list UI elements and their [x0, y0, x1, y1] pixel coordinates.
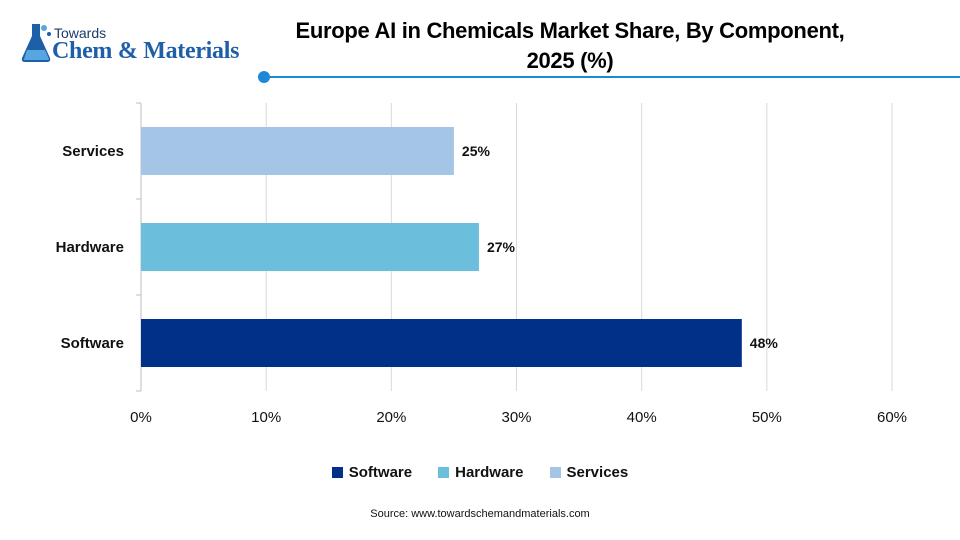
- legend-swatch: [549, 467, 561, 478]
- legend-item-services: Services: [549, 464, 629, 481]
- x-tick-label: 10%: [251, 409, 281, 426]
- flask-icon: [21, 24, 51, 62]
- title-underline-dot: [258, 71, 270, 83]
- legend-swatch: [331, 467, 343, 478]
- brand-line1: Towards: [54, 25, 107, 41]
- x-tick-label: 60%: [877, 409, 907, 426]
- x-tick-label: 40%: [627, 409, 657, 426]
- x-tick-label: 50%: [752, 409, 782, 426]
- bar-services: [141, 127, 454, 175]
- data-label: 27%: [487, 239, 516, 255]
- legend-label: Software: [348, 464, 413, 481]
- data-label: 25%: [462, 143, 491, 159]
- bar-software: [141, 319, 742, 367]
- title-underline: [264, 76, 960, 78]
- category-label: Software: [61, 335, 124, 352]
- legend-label: Hardware: [455, 464, 524, 481]
- x-tick-label: 0%: [130, 409, 152, 426]
- chart-title: Europe AI in Chemicals Market Share, By …: [295, 18, 845, 73]
- legend-swatch: [438, 467, 450, 478]
- legend-item-hardware: Hardware: [438, 464, 524, 481]
- brand-logo: Towards Chem & Materials: [14, 14, 254, 70]
- category-label: Services: [62, 143, 124, 160]
- chart-legend: Software Hardware Services: [0, 464, 960, 481]
- legend-item-software: Software: [331, 464, 413, 481]
- data-label: 48%: [750, 335, 779, 351]
- category-label: Hardware: [56, 239, 124, 256]
- legend-label: Services: [566, 464, 629, 481]
- source-note: Source: www.towardschemandmaterials.com: [370, 508, 590, 520]
- x-tick-label: 20%: [376, 409, 406, 426]
- bar-hardware: [141, 223, 479, 271]
- brand-line2: Chem & Materials: [52, 38, 240, 64]
- x-tick-label: 30%: [501, 409, 531, 426]
